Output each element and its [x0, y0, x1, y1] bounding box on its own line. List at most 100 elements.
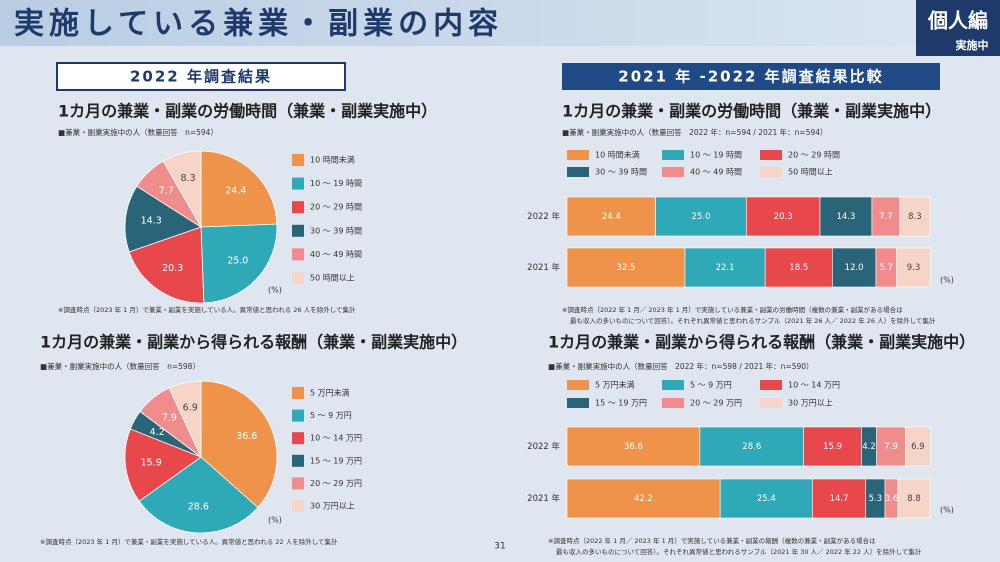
legend-label: 15 ～ 19 万円 — [595, 399, 647, 408]
legend-swatch — [760, 380, 782, 390]
data-label: 7.7 — [879, 212, 893, 222]
legend-swatch — [760, 167, 782, 177]
note: 最も収入の多いものについて回答）。それぞれ異常値と思われるサンプル（2021 年… — [570, 316, 936, 325]
note: 最も収入の多いものについて回答）。それぞれ異常値と思われるサンプル（2021 年… — [556, 547, 922, 556]
chart-subtitle: ■兼業・副業実施中の人（数量回答 n=594） — [58, 127, 218, 137]
data-label: 5.7 — [879, 263, 893, 273]
category-label: 2022 年 — [527, 441, 560, 452]
legend-label: 50 時間以上 — [310, 274, 355, 283]
legend-label: 40 ～ 49 時間 — [690, 168, 742, 177]
legend-swatch — [292, 432, 304, 445]
unit-label: (%) — [940, 506, 954, 515]
bar-segment — [566, 247, 686, 288]
legend-label: 20 ～ 29 時間 — [788, 151, 840, 160]
note: ※調査時点（2022 年 1 月／ 2023 年 1 月）で実施している兼業・副… — [562, 305, 903, 314]
pie-slice — [162, 150, 202, 229]
legend-swatch — [662, 398, 684, 408]
bar-segment — [876, 426, 906, 467]
bar-segment — [871, 196, 901, 237]
pie-slice — [124, 428, 202, 502]
chart-subtitle: ■兼業・副業実施中の人（数量回答 n=598） — [40, 361, 200, 371]
unit-label: (%) — [268, 516, 282, 525]
data-label: 28.6 — [742, 442, 761, 452]
legend-swatch — [662, 380, 684, 390]
data-label: 8.3 — [908, 212, 922, 222]
legend-swatch — [662, 150, 684, 160]
bar-segment — [905, 426, 931, 467]
legend-swatch — [292, 477, 304, 490]
badge — [916, 0, 1000, 56]
data-label: 25.4 — [757, 494, 776, 504]
note: ※調査時点（2023 年 1 月）で兼業・副業を実施している人。異常値と思われる… — [40, 537, 338, 546]
section-box — [56, 62, 346, 91]
bar-segment — [803, 426, 862, 467]
bar-segment — [566, 196, 656, 237]
data-label: 42.2 — [634, 494, 653, 504]
note: ※調査時点（2023 年 1 月）で兼業・副業を実施している人。異常値と思われる… — [58, 305, 356, 314]
data-label: 25.0 — [227, 256, 248, 267]
unit-label: (%) — [268, 286, 282, 295]
data-label: 20.3 — [774, 212, 793, 222]
legend-swatch — [292, 409, 304, 422]
data-label: 8.8 — [907, 494, 921, 504]
bar-segment — [719, 478, 813, 519]
legend-swatch — [662, 167, 684, 177]
legend-label: 30 ～ 39 時間 — [310, 226, 362, 235]
pie-slice — [138, 456, 259, 534]
legend-swatch — [567, 167, 589, 177]
section-box — [562, 63, 940, 90]
data-label: 7.9 — [162, 413, 177, 424]
legend-label: 5 万円未満 — [595, 380, 635, 390]
bar-segment — [684, 247, 766, 288]
chart-title: 1カ月の兼業・副業から得られる報酬（兼業・副業実施中） — [548, 333, 975, 352]
bar-segment — [764, 247, 833, 288]
legend-swatch — [292, 154, 304, 166]
data-label: 3.6 — [885, 494, 899, 504]
legend-swatch — [567, 150, 589, 160]
badge-subtext: 実施中 — [956, 38, 989, 52]
data-label: 18.5 — [789, 263, 808, 273]
data-label: 6.9 — [183, 403, 198, 414]
legend-swatch — [292, 500, 304, 512]
data-label: 4.2 — [862, 442, 876, 452]
data-label: 15.9 — [823, 442, 842, 452]
legend-swatch — [292, 272, 304, 284]
bar-segment — [566, 478, 721, 519]
data-label: 6.9 — [911, 442, 925, 452]
legend-label: 15 ～ 19 万円 — [310, 456, 362, 465]
legend-label: 10 ～ 14 万円 — [788, 381, 840, 390]
legend-label: 5 万円未満 — [310, 388, 350, 398]
legend-label: 10 時間未満 — [310, 155, 355, 165]
bar-segment — [832, 247, 877, 288]
legend-label: 5 ～ 9 万円 — [690, 381, 732, 390]
pie-slice — [124, 185, 202, 253]
legend-label: 20 ～ 29 万円 — [690, 399, 742, 408]
bar-segment — [897, 478, 931, 519]
bar-segment — [812, 478, 867, 519]
legend-label: 20 ～ 29 時間 — [310, 203, 362, 212]
chart-subtitle: ■兼業・副業実施中の人（数量回答 2022 年：n=598 / 2021 年：n… — [548, 361, 814, 371]
legend-swatch — [292, 387, 304, 399]
data-label: 36.6 — [236, 431, 257, 442]
data-label: 9.3 — [907, 263, 921, 273]
data-label: 28.6 — [188, 502, 209, 513]
legend-swatch — [567, 398, 589, 408]
data-label: 12.0 — [845, 263, 864, 273]
legend-label: 10 ～ 19 時間 — [690, 151, 742, 160]
data-label: 7.7 — [159, 185, 174, 196]
data-label: 15.9 — [141, 458, 162, 469]
legend-swatch — [292, 224, 304, 237]
legend-label: 30 ～ 39 時間 — [595, 168, 647, 177]
pie-slice — [200, 380, 278, 509]
bar-segment — [699, 426, 804, 467]
legend-label: 10 時間未満 — [595, 150, 640, 160]
data-label: 36.6 — [624, 442, 643, 452]
note: ※調査時点（2022 年 1 月／ 2023 年 1 月）で実施している兼業・副… — [548, 536, 876, 545]
legend-label: 10 ～ 19 時間 — [310, 179, 362, 188]
category-label: 2021 年 — [527, 262, 560, 273]
bar-segment — [566, 426, 701, 467]
legend-swatch — [760, 398, 782, 408]
data-label: 14.7 — [830, 494, 849, 504]
pie-slice — [200, 223, 278, 304]
